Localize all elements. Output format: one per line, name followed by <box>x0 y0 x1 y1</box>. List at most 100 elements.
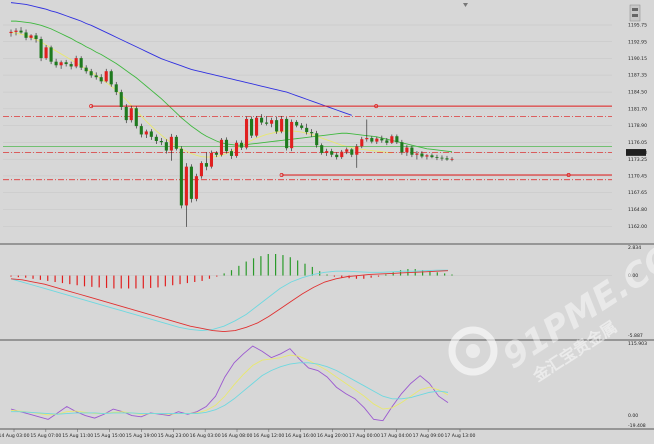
candle-body <box>24 32 28 38</box>
price-tick-label: 1176.05 <box>628 140 647 146</box>
candle-body <box>340 151 344 158</box>
candle-body <box>450 158 454 160</box>
time-tick-label: 15 Aug 23:00 <box>158 433 189 439</box>
time-tick-label: 16 Aug 03:00 <box>190 433 221 439</box>
time-tick-label: 16 Aug 08:00 <box>222 433 253 439</box>
price-tick-label: 1167.65 <box>628 190 647 196</box>
time-tick-label: 15 Aug 15:00 <box>94 433 125 439</box>
candle-body <box>265 122 269 124</box>
candle-body <box>44 47 48 59</box>
price-tick-label: 1162.00 <box>628 224 647 230</box>
price-tick-label: 1174.38 <box>628 150 647 156</box>
chart-settings-icon[interactable] <box>629 4 641 22</box>
candle-body <box>355 146 359 155</box>
candle-body <box>14 30 18 32</box>
watermark-logo-icon <box>448 326 498 376</box>
candle-body <box>94 75 98 78</box>
candle-body <box>425 155 429 157</box>
time-tick-label: 17 Aug 09:00 <box>413 433 444 439</box>
oscillator-line <box>10 345 449 422</box>
time-tick-label: 17 Aug 13:00 <box>445 433 476 439</box>
candle-body <box>199 163 203 177</box>
candle-body <box>129 108 133 121</box>
candle-body <box>74 58 78 67</box>
candle-body <box>335 154 339 158</box>
candle-body <box>114 84 118 93</box>
time-tick-label: 16 Aug 16:00 <box>285 433 316 439</box>
candle-body <box>239 142 244 148</box>
price-tick-label: 1187.35 <box>628 73 647 79</box>
candle-body <box>29 35 33 38</box>
candle-body <box>179 148 183 206</box>
macd-tick-label: 2.834 <box>628 245 641 251</box>
candle-body <box>69 64 73 67</box>
oscillator-panel: 115.903 0.00 -19.408 <box>0 341 654 430</box>
candle-body <box>79 58 83 68</box>
trendline-anchor <box>566 173 571 177</box>
candle-body <box>255 117 259 136</box>
chart-shift-marker[interactable] <box>463 3 468 7</box>
candle-body <box>39 39 43 59</box>
candle-body <box>365 138 369 140</box>
candle-body <box>109 71 113 85</box>
price-tick-label: 1195.75 <box>628 23 647 29</box>
time-tick-label: 14 Aug 03:00 <box>0 433 30 439</box>
macd-tick-label: 0.00 <box>628 273 638 279</box>
oscillator-line <box>11 362 449 415</box>
candle-body <box>385 140 389 143</box>
macd-signal-line <box>10 269 448 331</box>
price-tick-label: 1164.80 <box>628 207 647 213</box>
candle-body <box>194 176 198 199</box>
price-tick-label: 1184.50 <box>628 90 647 96</box>
candle-body <box>104 71 108 82</box>
price-tick-label: 1181.70 <box>628 106 647 112</box>
candle-body <box>395 136 399 143</box>
candle-body <box>440 157 444 159</box>
candle-body <box>19 30 23 33</box>
candle-body <box>139 126 143 135</box>
time-axis: 14 Aug 03:00 15 Aug 07:00 15 Aug 11:00 15 A… <box>0 429 476 439</box>
candle-body <box>445 158 449 160</box>
candle-body <box>209 152 214 167</box>
candle-body <box>305 127 309 133</box>
candle-body <box>430 155 434 158</box>
candle-body <box>59 62 63 66</box>
time-tick-label: 16 Aug 20:00 <box>317 433 348 439</box>
candle-body <box>149 131 153 137</box>
candle-body <box>260 117 264 123</box>
candle-body <box>249 118 254 136</box>
candle-body <box>375 138 379 142</box>
moving-average-line <box>11 20 453 153</box>
candle-body <box>189 166 193 199</box>
candle-body <box>320 145 324 153</box>
candle-body <box>280 118 284 132</box>
price-tick-label: 1173.25 <box>628 157 647 163</box>
trendline-anchor <box>279 173 284 177</box>
candle-body <box>270 120 274 124</box>
last-price-marker <box>626 149 646 156</box>
candle-body <box>164 142 168 151</box>
candle-body <box>84 67 88 72</box>
oscillator-tick-label: 115.903 <box>628 341 647 347</box>
price-tick-label: 1192.95 <box>628 39 647 45</box>
candle-body <box>64 62 68 65</box>
candle-body <box>144 131 148 135</box>
candle-body <box>219 139 224 155</box>
candle-body <box>124 107 128 121</box>
candle-body <box>380 138 384 141</box>
macd-panel: 2.834 0.00 -5.887 <box>0 245 654 341</box>
price-tick-label: 1170.45 <box>628 173 647 179</box>
candle-body <box>184 166 188 206</box>
candle-body <box>295 121 299 126</box>
oscillator-line <box>10 354 449 416</box>
candle-body <box>370 138 374 142</box>
price-tick-label: 1190.15 <box>628 56 647 62</box>
candle-body <box>34 35 38 40</box>
candle-body <box>134 108 138 127</box>
time-tick-label: 15 Aug 19:00 <box>126 433 157 439</box>
candle-body <box>169 136 173 151</box>
moving-average-line <box>10 32 392 158</box>
candle-body <box>310 132 314 134</box>
candle-body <box>49 47 53 62</box>
candle-body <box>99 77 103 82</box>
